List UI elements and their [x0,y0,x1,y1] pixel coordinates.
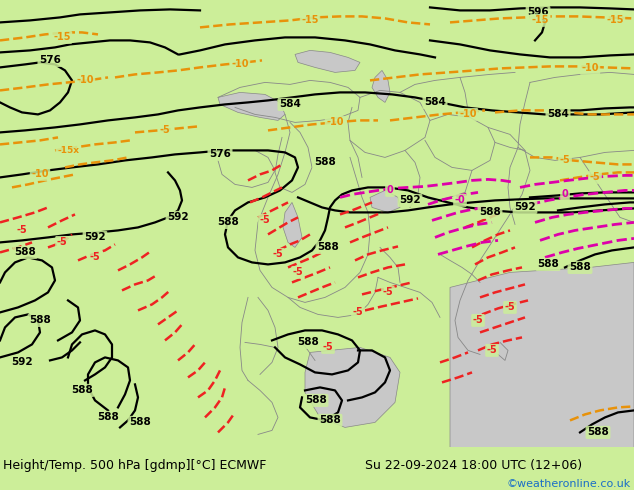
Text: -5: -5 [160,125,171,135]
Text: 588: 588 [71,386,93,395]
Text: 588: 588 [297,338,319,347]
Text: 576: 576 [209,149,231,159]
Text: 588: 588 [29,316,51,325]
Text: -10: -10 [76,75,94,85]
Text: -0: -0 [455,196,465,205]
Text: 588: 588 [305,395,327,405]
Text: -5: -5 [16,225,27,235]
Polygon shape [295,50,360,73]
Text: Height/Temp. 500 hPa [gdmp][°C] ECMWF: Height/Temp. 500 hPa [gdmp][°C] ECMWF [3,459,266,471]
Text: -15: -15 [606,15,624,25]
Polygon shape [305,347,400,427]
Text: -15: -15 [301,15,319,25]
Text: -5: -5 [293,268,304,277]
Text: -10: -10 [459,109,477,120]
Text: -5: -5 [56,238,67,247]
Text: 588: 588 [14,247,36,257]
Text: -5: -5 [560,155,571,166]
Polygon shape [370,191,400,212]
Text: 588: 588 [129,417,151,427]
Text: ©weatheronline.co.uk: ©weatheronline.co.uk [507,479,631,489]
Text: 588: 588 [587,427,609,438]
Text: -5: -5 [353,307,363,318]
Text: 592: 592 [514,202,536,212]
Text: 584: 584 [279,99,301,109]
Text: -15x: -15x [57,146,79,155]
Text: -5: -5 [323,343,333,352]
Text: 584: 584 [424,98,446,107]
Text: -5: -5 [472,316,483,325]
Text: -10: -10 [31,170,49,179]
Text: -15: -15 [53,32,71,43]
Text: 592: 592 [399,196,421,205]
Text: 592: 592 [167,212,189,222]
Text: 588: 588 [317,243,339,252]
Text: -10: -10 [581,63,598,74]
Text: -5: -5 [273,249,283,259]
Text: -5: -5 [590,172,600,182]
Text: -5: -5 [89,252,100,263]
Text: 588: 588 [314,157,336,168]
Text: -5: -5 [260,216,270,225]
Polygon shape [450,263,634,447]
Text: -5: -5 [505,302,515,313]
Text: 588: 588 [97,413,119,422]
Text: -10: -10 [231,59,249,70]
Polygon shape [372,71,390,102]
Text: -15: -15 [531,15,549,25]
Polygon shape [218,93,285,121]
Text: 0: 0 [562,190,568,199]
Text: 588: 588 [479,207,501,218]
Text: 588: 588 [569,263,591,272]
Text: 592: 592 [11,357,33,368]
Text: 584: 584 [547,109,569,120]
Text: 588: 588 [319,416,341,425]
Polygon shape [283,202,302,247]
Text: 596: 596 [527,7,549,18]
Text: Su 22-09-2024 18:00 UTC (12+06): Su 22-09-2024 18:00 UTC (12+06) [365,459,581,471]
Text: -5: -5 [487,345,498,355]
Text: 576: 576 [39,55,61,65]
Text: -5: -5 [383,288,393,297]
Text: 588: 588 [217,218,239,227]
Text: -10: -10 [327,118,344,127]
Text: 592: 592 [84,232,106,243]
Text: 0: 0 [387,185,393,196]
Text: 588: 588 [537,259,559,270]
